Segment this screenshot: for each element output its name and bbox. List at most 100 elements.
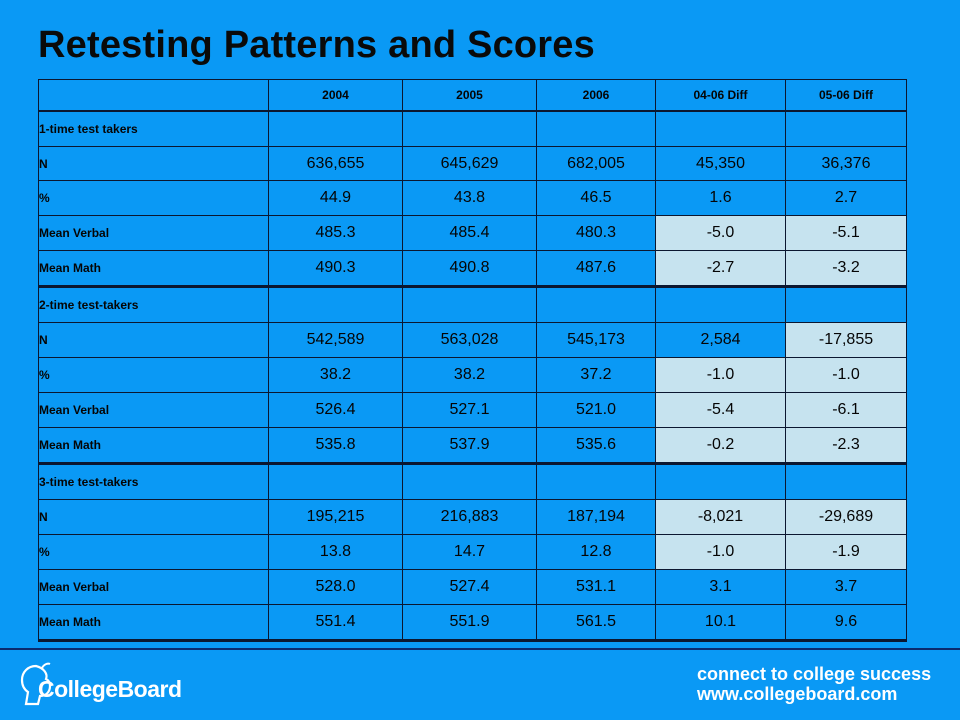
value-cell: 38.2 xyxy=(402,357,537,394)
header-cell-04-06-diff: 04-06 Diff xyxy=(655,78,786,112)
value-cell: 490.8 xyxy=(402,250,537,289)
value-cell: 563,028 xyxy=(402,322,537,359)
value-cell: -1.0 xyxy=(655,534,786,570)
header-cell-2004: 2004 xyxy=(268,78,403,112)
section-label: 1-time test takers xyxy=(38,109,269,147)
table-row: % 13.8 14.7 12.8 -1.0 -1.9 xyxy=(38,534,907,570)
value-cell: 527.4 xyxy=(402,569,537,605)
value-cell: -5.1 xyxy=(785,215,907,252)
empty-cell xyxy=(402,109,537,147)
header-cell-2006: 2006 xyxy=(536,78,656,112)
table-body: 1-time test takers N 636,655 645,629 682,005… xyxy=(38,109,907,643)
table-row: Mean Verbal 485.3 485.4 480.3 -5.0 -5.1 xyxy=(38,215,907,252)
empty-cell xyxy=(536,109,656,147)
collegeboard-brand: CollegeBoard xyxy=(38,676,182,702)
value-cell: 36,376 xyxy=(785,145,907,182)
value-cell: 2,584 xyxy=(655,322,786,359)
tagline-website: www.collegeboard.com xyxy=(697,684,898,704)
value-cell: 13.8 xyxy=(268,534,403,570)
value-cell: 45,350 xyxy=(655,145,786,182)
retesting-table: 2004 2005 2006 04-06 Diff 05-06 Diff 1-t… xyxy=(38,78,907,643)
section-label: 2-time test-takers xyxy=(38,286,269,324)
acorn-head-logo-icon xyxy=(20,662,52,706)
table-row: Mean Math 551.4 551.9 561.5 10.1 9.6 xyxy=(38,603,907,643)
row-label: Mean Verbal xyxy=(38,215,269,252)
row-label: Mean Verbal xyxy=(38,392,269,429)
value-cell: 12.8 xyxy=(536,534,656,570)
table-row: N 542,589 563,028 545,173 2,584 -17,855 xyxy=(38,322,907,359)
table-row: Mean Math 535.8 537.9 535.6 -0.2 -2.3 xyxy=(38,427,907,466)
row-label: Mean Math xyxy=(38,603,269,643)
value-cell: 682,005 xyxy=(536,145,656,182)
row-label: N xyxy=(38,322,269,359)
value-cell: 485.4 xyxy=(402,215,537,252)
value-cell: -5.0 xyxy=(655,215,786,252)
value-cell: -1.0 xyxy=(785,357,907,394)
value-cell: 44.9 xyxy=(268,180,403,217)
table-row: % 44.9 43.8 46.5 1.6 2.7 xyxy=(38,180,907,217)
value-cell: 10.1 xyxy=(655,603,786,643)
tagline-line-1: connect to college success xyxy=(697,664,932,684)
value-cell: 542,589 xyxy=(268,322,403,359)
value-cell: 3.1 xyxy=(655,569,786,605)
row-label: % xyxy=(38,357,269,394)
row-label: Mean Math xyxy=(38,427,269,466)
value-cell: 531.1 xyxy=(536,569,656,605)
value-cell: 535.8 xyxy=(268,427,403,466)
value-cell: 535.6 xyxy=(536,427,656,466)
empty-cell xyxy=(655,286,786,324)
value-cell: 195,215 xyxy=(268,499,403,536)
value-cell: 480.3 xyxy=(536,215,656,252)
value-cell: -0.2 xyxy=(655,427,786,466)
value-cell: 545,173 xyxy=(536,322,656,359)
value-cell: 551.9 xyxy=(402,603,537,643)
table-row: % 38.2 38.2 37.2 -1.0 -1.0 xyxy=(38,357,907,394)
empty-cell xyxy=(268,463,403,501)
value-cell: 521.0 xyxy=(536,392,656,429)
value-cell: -29,689 xyxy=(785,499,907,536)
empty-cell xyxy=(402,463,537,501)
value-cell: -2.7 xyxy=(655,250,786,289)
header-cell-2005: 2005 xyxy=(402,78,537,112)
section-header-row: 2-time test-takers xyxy=(38,286,907,324)
value-cell: 490.3 xyxy=(268,250,403,289)
value-cell: -5.4 xyxy=(655,392,786,429)
row-label: % xyxy=(38,180,269,217)
empty-cell xyxy=(785,109,907,147)
table-row: Mean Verbal 528.0 527.4 531.1 3.1 3.7 xyxy=(38,569,907,605)
value-cell: 3.7 xyxy=(785,569,907,605)
value-cell: 14.7 xyxy=(402,534,537,570)
section-header-row: 1-time test takers xyxy=(38,109,907,147)
empty-cell xyxy=(536,286,656,324)
header-cell-empty xyxy=(38,78,269,112)
table-row: Mean Verbal 526.4 527.1 521.0 -5.4 -6.1 xyxy=(38,392,907,429)
value-cell: 2.7 xyxy=(785,180,907,217)
section-label: 3-time test-takers xyxy=(38,463,269,501)
value-cell: -2.3 xyxy=(785,427,907,466)
value-cell: 527.1 xyxy=(402,392,537,429)
empty-cell xyxy=(655,109,786,147)
row-label: N xyxy=(38,499,269,536)
row-label: Mean Verbal xyxy=(38,569,269,605)
value-cell: 43.8 xyxy=(402,180,537,217)
value-cell: 528.0 xyxy=(268,569,403,605)
empty-cell xyxy=(268,109,403,147)
row-label: % xyxy=(38,534,269,570)
value-cell: -17,855 xyxy=(785,322,907,359)
table-row: Mean Math 490.3 490.8 487.6 -2.7 -3.2 xyxy=(38,250,907,289)
section-header-row: 3-time test-takers xyxy=(38,463,907,501)
row-label: N xyxy=(38,145,269,182)
value-cell: 645,629 xyxy=(402,145,537,182)
value-cell: -3.2 xyxy=(785,250,907,289)
value-cell: 487.6 xyxy=(536,250,656,289)
empty-cell xyxy=(655,463,786,501)
header-cell-05-06-diff: 05-06 Diff xyxy=(785,78,907,112)
value-cell: 46.5 xyxy=(536,180,656,217)
page-title: Retesting Patterns and Scores xyxy=(38,24,595,66)
value-cell: 551.4 xyxy=(268,603,403,643)
empty-cell xyxy=(536,463,656,501)
table-row: N 636,655 645,629 682,005 45,350 36,376 xyxy=(38,145,907,182)
value-cell: -6.1 xyxy=(785,392,907,429)
value-cell: 537.9 xyxy=(402,427,537,466)
value-cell: 37.2 xyxy=(536,357,656,394)
